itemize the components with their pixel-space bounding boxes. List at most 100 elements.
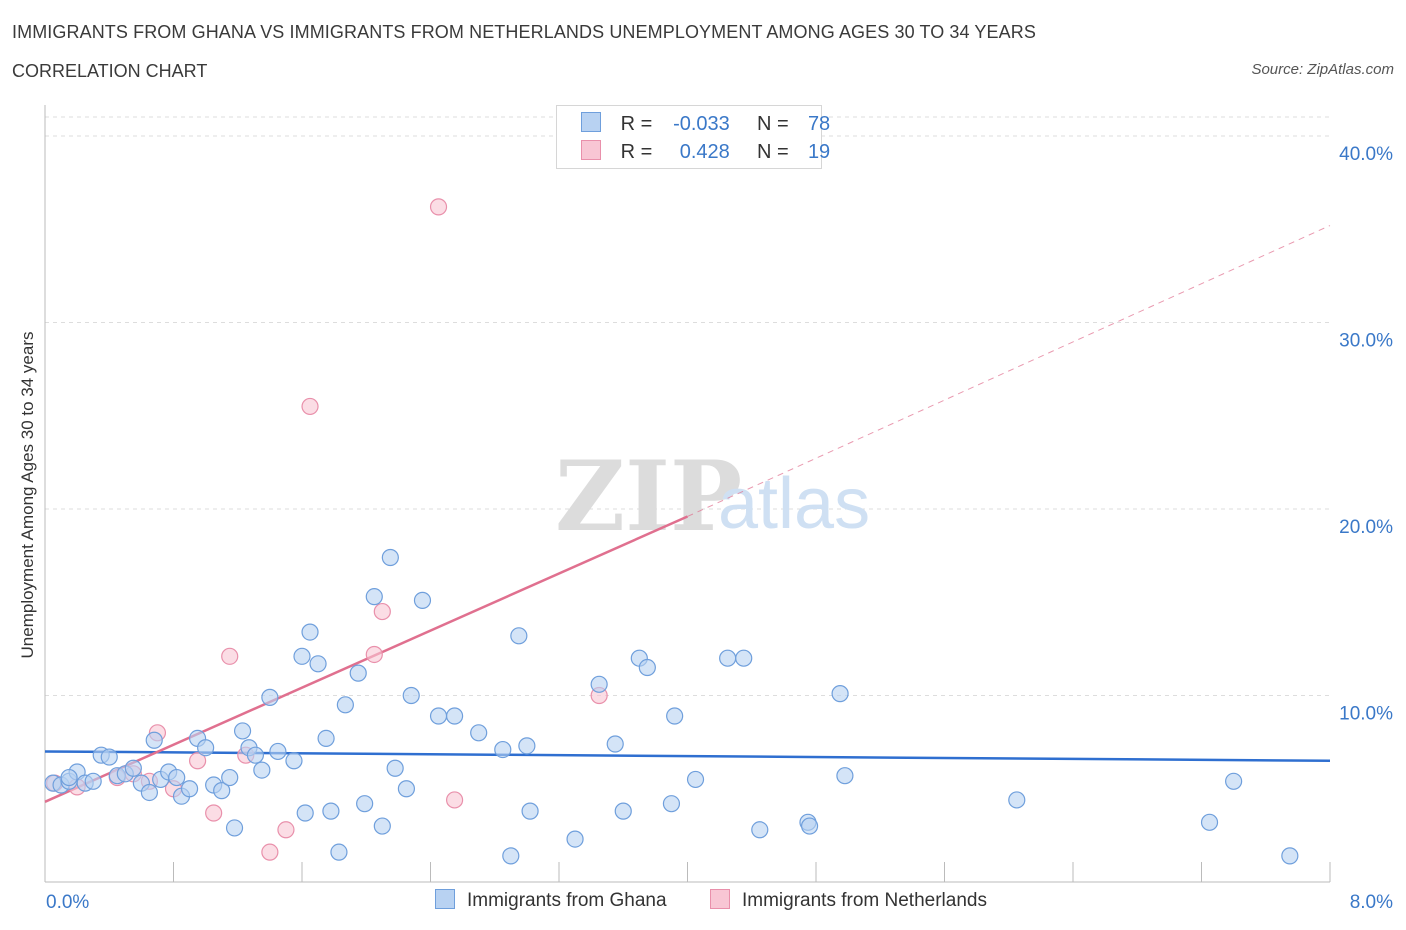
y-tick-label: 20.0% bbox=[1339, 517, 1393, 538]
point-ghana bbox=[269, 742, 287, 761]
point-ghana bbox=[336, 696, 354, 714]
y-tick-label: 10.0% bbox=[1339, 704, 1393, 725]
point-ghana bbox=[60, 768, 78, 787]
x-tick-label: 0.0% bbox=[46, 892, 89, 913]
point-ghana bbox=[296, 804, 314, 822]
point-ghana bbox=[309, 655, 327, 673]
point-ghana bbox=[246, 746, 265, 764]
legend-swatch-ghana bbox=[581, 112, 601, 132]
point-ghana bbox=[662, 795, 681, 813]
point-ghana bbox=[285, 752, 303, 770]
point-ghana bbox=[1281, 847, 1299, 865]
point-netherlands bbox=[373, 602, 391, 621]
point-ghana bbox=[1225, 772, 1243, 790]
point-ghana bbox=[402, 686, 420, 705]
chart-subtitle: CORRELATION CHART bbox=[12, 61, 208, 81]
y-tick-label: 30.0% bbox=[1339, 331, 1393, 352]
legend-r-value-netherlands: 0.428 bbox=[679, 141, 730, 163]
point-ghana bbox=[735, 649, 753, 667]
point-ghana bbox=[590, 675, 608, 693]
point-ghana bbox=[614, 802, 632, 820]
watermark: ZIP atlas bbox=[555, 440, 870, 553]
bottom-legend-swatch-netherlands bbox=[710, 889, 730, 909]
point-ghana bbox=[606, 735, 624, 753]
point-ghana bbox=[518, 737, 536, 755]
legend-swatch-netherlands bbox=[581, 140, 601, 160]
point-ghana bbox=[566, 830, 584, 848]
watermark-atlas: atlas bbox=[718, 464, 870, 544]
point-ghana bbox=[124, 759, 142, 777]
point-ghana bbox=[221, 768, 239, 787]
point-ghana bbox=[502, 847, 520, 865]
bottom-legend-label-netherlands: Immigrants from Netherlands bbox=[742, 890, 987, 911]
point-ghana bbox=[800, 817, 819, 835]
gridlines bbox=[45, 116, 1330, 696]
legend-r-label-netherlands: R = bbox=[620, 141, 653, 163]
point-netherlands bbox=[221, 647, 239, 665]
point-ghana bbox=[140, 783, 159, 802]
point-netherlands bbox=[205, 804, 223, 822]
point-ghana bbox=[1200, 813, 1219, 831]
point-ghana bbox=[301, 623, 319, 641]
point-ghana bbox=[751, 821, 769, 839]
point-ghana bbox=[686, 770, 705, 789]
point-ghana bbox=[397, 780, 416, 798]
point-ghana bbox=[330, 843, 348, 861]
point-ghana bbox=[521, 802, 539, 820]
legend-r-value-ghana: -0.033 bbox=[673, 113, 730, 135]
x-tick-label: 8.0% bbox=[1350, 892, 1393, 913]
point-ghana bbox=[1008, 791, 1026, 809]
point-ghana bbox=[84, 772, 102, 790]
legend-row-netherlands: R = 0.428 N = 19 bbox=[581, 140, 830, 164]
bottom-legend-swatch-ghana bbox=[435, 889, 455, 909]
point-ghana bbox=[429, 707, 448, 725]
tick-labels: 10.0% 20.0% 30.0% 40.0% 0.0% 8.0% bbox=[46, 144, 1393, 913]
point-ghana bbox=[145, 731, 163, 749]
point-netherlands bbox=[365, 645, 383, 664]
bottom-legend-ghana: Immigrants from Ghana bbox=[435, 889, 667, 912]
legend-n-value-ghana: 78 bbox=[807, 113, 831, 135]
stats-legend: R = -0.033 N = 78 R = 0.428 N = 19 bbox=[556, 105, 830, 169]
trendline-netherlands-extension bbox=[687, 225, 1331, 517]
point-ghana bbox=[197, 739, 215, 757]
legend-row-ghana: R = -0.033 N = 78 bbox=[581, 112, 830, 136]
point-ghana bbox=[322, 802, 340, 820]
point-ghana bbox=[100, 748, 118, 766]
point-ghana bbox=[349, 664, 367, 682]
point-ghana bbox=[365, 588, 383, 606]
point-netherlands bbox=[188, 752, 207, 770]
legend-n-label-netherlands: N = bbox=[756, 141, 789, 163]
point-ghana bbox=[381, 548, 399, 567]
point-netherlands bbox=[277, 821, 295, 839]
point-ghana bbox=[494, 740, 512, 759]
legend-r-label-ghana: R = bbox=[620, 113, 653, 135]
point-netherlands bbox=[261, 843, 279, 861]
point-ghana bbox=[180, 780, 199, 798]
point-ghana bbox=[638, 658, 656, 677]
point-ghana bbox=[470, 724, 488, 742]
trendline-netherlands bbox=[44, 515, 689, 803]
bottom-legend-netherlands: Immigrants from Netherlands bbox=[710, 889, 987, 912]
point-ghana bbox=[225, 819, 244, 837]
point-ghana bbox=[373, 817, 391, 835]
source-label: Source: ZipAtlas.com bbox=[1251, 61, 1394, 78]
legend-n-label-ghana: N = bbox=[756, 113, 789, 135]
point-ghana bbox=[445, 707, 464, 725]
point-ghana bbox=[213, 782, 231, 800]
y-tick-label: 40.0% bbox=[1339, 144, 1393, 165]
point-ghana bbox=[261, 688, 279, 706]
point-netherlands bbox=[301, 397, 319, 416]
ghana-points bbox=[44, 548, 1299, 865]
watermark-zip: ZIP bbox=[555, 440, 742, 553]
point-ghana bbox=[413, 591, 432, 609]
point-netherlands bbox=[429, 198, 448, 216]
point-ghana bbox=[719, 649, 737, 667]
point-netherlands bbox=[445, 791, 464, 809]
point-ghana bbox=[666, 707, 684, 725]
point-ghana bbox=[510, 627, 528, 645]
point-ghana bbox=[253, 761, 271, 779]
legend-n-value-netherlands: 19 bbox=[807, 141, 831, 163]
point-ghana bbox=[836, 767, 854, 785]
point-ghana bbox=[317, 729, 335, 747]
chart-title: IMMIGRANTS FROM GHANA VS IMMIGRANTS FROM… bbox=[12, 22, 1036, 42]
